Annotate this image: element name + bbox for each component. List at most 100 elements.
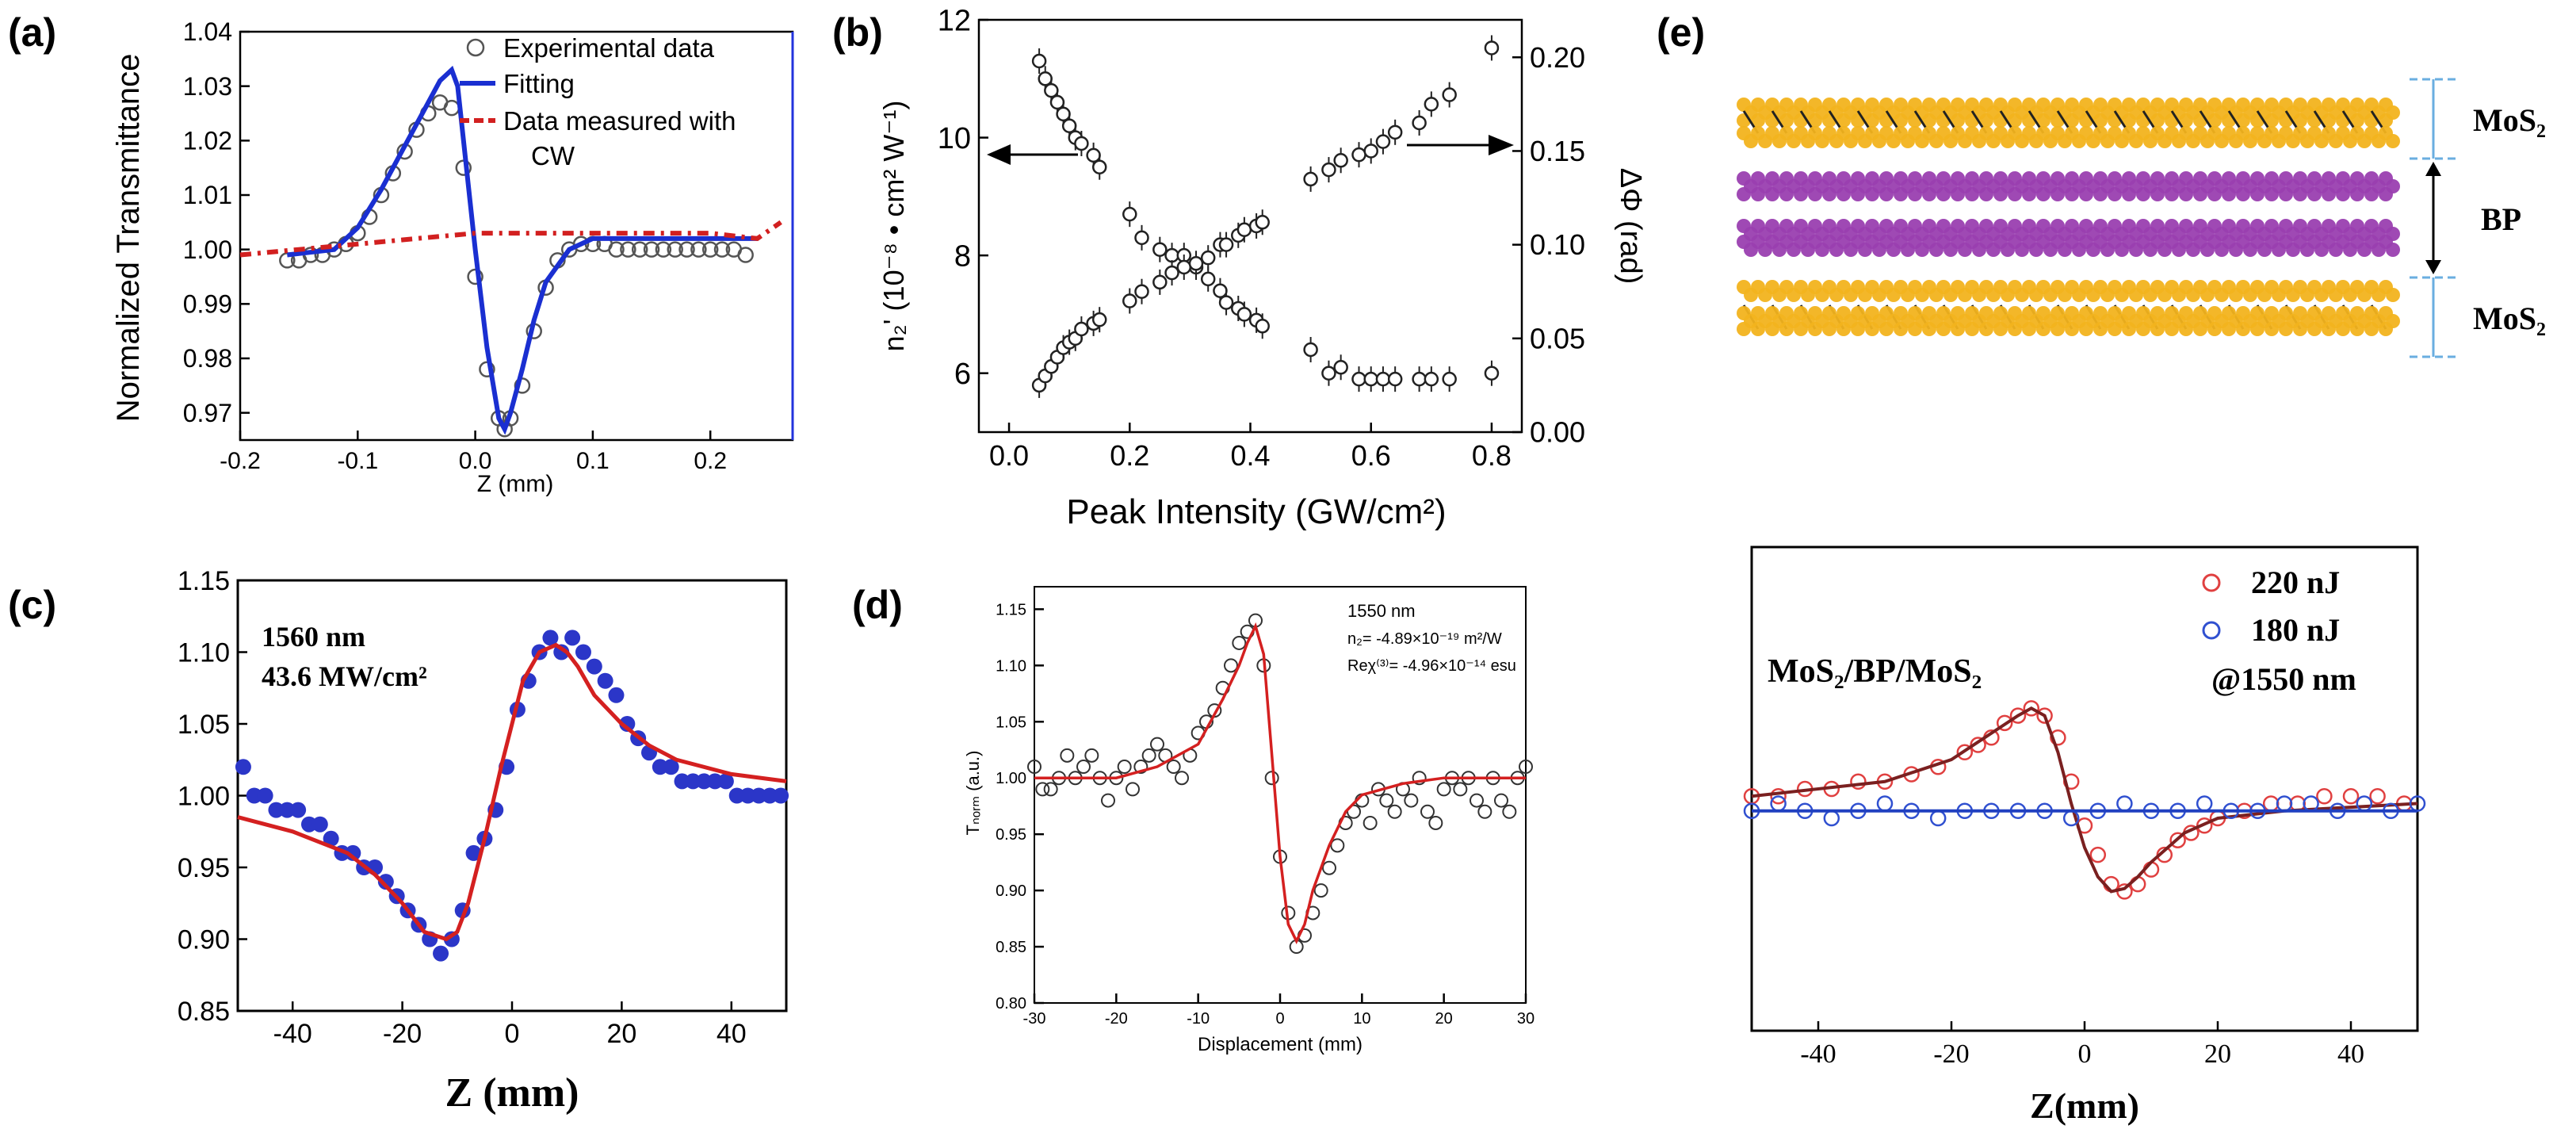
mos2-top-lower-atom <box>1787 134 1801 148</box>
data-point <box>2316 787 2333 805</box>
mos2-top-lower-atom <box>2272 134 2286 148</box>
bp-lower-atom <box>2229 243 2243 257</box>
mos2-bottom-atom <box>2093 322 2108 336</box>
mos2-bottom-atom <box>2008 322 2022 336</box>
data-point <box>2169 832 2186 848</box>
data-point-n2 <box>1412 371 1427 387</box>
data-point <box>479 361 495 377</box>
mos2-top-atom <box>1922 113 1936 128</box>
mos2-bottom-upper-atom <box>2129 288 2143 302</box>
annotation-n2: n₂= -4.89×10⁻¹⁹ m²/W <box>1347 630 1502 648</box>
data-point-n2 <box>1363 371 1378 387</box>
mos2-bottom-atom <box>1993 322 2008 336</box>
x-tick-label: 0.0 <box>989 439 1029 472</box>
data-point <box>433 945 449 962</box>
data-point <box>2036 707 2053 724</box>
data-point <box>631 241 648 258</box>
legend-label-experimental: Experimental data <box>503 33 715 63</box>
legend-label-220nj: 220 nJ <box>2251 565 2340 600</box>
data-point <box>1477 804 1492 819</box>
data-point-n2 <box>1044 82 1059 98</box>
bp-upper-atom <box>2364 187 2379 201</box>
data-point-dphi <box>1122 293 1137 308</box>
mos2-bottom-upper-atom <box>1972 288 1986 302</box>
mos2-bottom-upper-atom <box>2243 288 2257 302</box>
bp-upper-atom <box>1765 187 1779 201</box>
mos2-bottom-upper-atom <box>1929 288 1943 302</box>
data-point <box>1330 838 1345 853</box>
bp-lower-atom <box>1886 243 1901 257</box>
mos2-bottom-atom <box>2364 322 2379 336</box>
mos2-top-lower-atom <box>1986 134 2001 148</box>
mos2-top-atom <box>2207 113 2222 128</box>
mos2-top-lower-atom <box>2386 134 2400 148</box>
mos2-bottom-atom <box>1908 322 1922 336</box>
data-point <box>678 241 695 258</box>
mos2-bottom-atom <box>2079 322 2093 336</box>
mos2-top-lower-atom <box>2215 134 2229 148</box>
bp-upper-atom <box>2322 187 2336 201</box>
mos2-top-lower-atom <box>2157 134 2172 148</box>
x-tick-label: -0.1 <box>337 448 378 474</box>
data-point <box>713 241 731 258</box>
x-tick-label: -40 <box>1800 1039 1836 1069</box>
bp-upper-atom <box>2036 187 2050 201</box>
mos2-top-lower-atom <box>2200 134 2215 148</box>
data-point-dphi <box>1134 284 1149 299</box>
mos2-bottom-atom <box>2350 322 2364 336</box>
data-point <box>586 658 602 675</box>
mos2-bottom-atom <box>1865 322 1879 336</box>
bp-lower-atom <box>2343 243 2357 257</box>
mos2-top-atom <box>2265 113 2279 128</box>
x-tick-label: 0.1 <box>576 448 610 474</box>
mos2-top-atom <box>1951 113 1965 128</box>
bp-lower-atom <box>2243 243 2257 257</box>
bp-lower-atom <box>1929 243 1943 257</box>
data-point <box>1322 860 1336 875</box>
data-point-dphi <box>1321 162 1336 178</box>
annotation-wavelength: 1550 nm <box>1347 601 1416 621</box>
data-point-n2 <box>1218 295 1234 310</box>
bp-lower-atom <box>2257 243 2272 257</box>
data-point-n2 <box>1236 307 1252 322</box>
arrow-right-head <box>1489 135 1514 155</box>
bp-upper-atom <box>2079 187 2093 201</box>
bp-upper-atom <box>1879 187 1894 201</box>
data-point-n2 <box>1333 360 1348 375</box>
data-point <box>1420 804 1435 819</box>
data-point <box>465 844 482 861</box>
x-tick-label: 0.2 <box>694 448 727 474</box>
data-point <box>619 716 636 732</box>
data-point-n2 <box>1122 206 1137 222</box>
data-point <box>235 759 251 775</box>
data-point <box>667 241 683 258</box>
mos2-top-lower-atom <box>1844 134 1858 148</box>
mos2-bottom-atom <box>2150 322 2165 336</box>
x-tick-label: 10 <box>1353 1010 1370 1028</box>
bp-upper-atom <box>1779 187 1794 201</box>
data-point <box>2356 795 2373 812</box>
mos2-bottom-upper-atom <box>1858 288 1872 302</box>
mos2-bottom-upper-atom <box>2257 288 2272 302</box>
mos2-top-atom <box>2122 113 2136 128</box>
bp-lower-atom <box>2215 243 2229 257</box>
data-point <box>2276 795 2293 812</box>
y-tick-label: 0.97 <box>183 399 232 427</box>
y-tick-label: 0.90 <box>996 882 1026 900</box>
x-tick-label: 0.0 <box>459 448 492 474</box>
data-point-n2 <box>1061 118 1077 133</box>
data-point-n2 <box>1375 371 1391 387</box>
mos2-top-lower-atom <box>2129 134 2143 148</box>
y-tick-label: 0.90 <box>178 924 230 955</box>
data-point <box>1141 748 1156 763</box>
y-tick-label: 1.03 <box>183 72 232 101</box>
legend-label-fitting: Fitting <box>503 69 575 98</box>
x-tick-label: 0 <box>2078 1039 2092 1069</box>
mos2-top-atom <box>2179 113 2193 128</box>
mos2-top-atom <box>2236 113 2250 128</box>
data-point <box>1956 744 1974 761</box>
mos2-bottom-upper-atom <box>2229 288 2243 302</box>
y-axis-label-right: ΔΦ (rad) <box>1614 168 1647 285</box>
legend-marker-experimental <box>466 38 485 57</box>
mos2-top-lower-atom <box>2086 134 2100 148</box>
